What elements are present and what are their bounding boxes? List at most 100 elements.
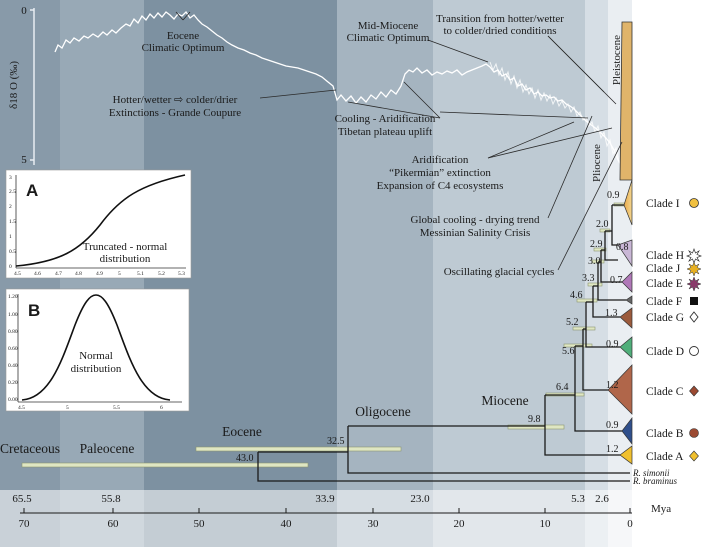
clade-label-D: Clade D	[646, 346, 684, 358]
time-tick: 40	[281, 518, 293, 530]
epoch-oligocene: Oligocene	[355, 404, 410, 419]
event-grande-2: Extinctions - Grande Coupure	[109, 107, 241, 119]
inset-b-xtick: 5	[66, 405, 69, 411]
inset-a-xtick: 4.8	[75, 271, 82, 277]
band-pliocene	[585, 0, 608, 547]
inset-a-ytick: 1	[9, 234, 12, 240]
epoch-pliocene: Pliocene	[591, 144, 603, 182]
inset-a-ytick: 2.5	[9, 189, 16, 195]
inset-a-xtick: 5	[118, 271, 121, 277]
interval-32	[195, 446, 402, 452]
event-midmiocene-1: Mid-Miocene	[358, 20, 419, 32]
clade-label-J: Clade J	[646, 263, 681, 275]
inset-a-xtick: 5.2	[158, 271, 165, 277]
boundary-age: 2.6	[595, 493, 609, 505]
event-cooling-2: Tibetan plateau uplift	[338, 126, 432, 138]
epoch-miocene: Miocene	[481, 393, 528, 408]
interval-43	[21, 462, 309, 468]
time-tick: 0	[627, 518, 633, 530]
event-eocene-2: Climatic Optimum	[142, 42, 225, 54]
triangle-clade-B	[621, 416, 633, 446]
inset-a-caption-1: Truncated - normal	[83, 241, 168, 253]
inset-a-xtick: 4.5	[14, 271, 21, 277]
clade-label-C: Clade C	[646, 386, 684, 398]
node-age: 6.4	[556, 382, 569, 393]
diamond-outline-icon	[689, 311, 699, 323]
inset-a-ytick: 3	[9, 175, 12, 181]
inset-a: A Truncated - normal distribution 3 2.5 …	[5, 169, 192, 279]
timescale-strip	[0, 490, 711, 547]
event-grande-1: Hotter/wetter ⇨ colder/drier	[113, 94, 238, 106]
clade-label-A: Clade A	[646, 451, 684, 463]
inset-b-caption-2: distribution	[71, 363, 122, 375]
isotope-axis-tick-0: 0	[21, 5, 27, 17]
node-age: 0.9	[607, 190, 620, 201]
node-age: 4.6	[570, 290, 583, 301]
inset-a-xtick: 5.1	[137, 271, 144, 277]
inset-b-ytick: 0.40	[8, 363, 18, 369]
circle-gold-icon	[689, 198, 699, 208]
inset-b-xtick: 4.5	[18, 405, 25, 411]
boundary-ages: 65.5 55.8 33.9 23.0 5.3 2.6	[12, 493, 609, 505]
square-black-icon	[690, 297, 698, 305]
boundary-age: 55.8	[101, 493, 121, 505]
interval-9-8	[507, 424, 565, 430]
node-age-labels: 43.0 32.5 9.8 6.4 5.6 5.2 4.6 3.3 3.0 2.…	[236, 190, 629, 464]
triangle-clade-I	[623, 179, 633, 226]
triangle-clade-D	[619, 336, 633, 359]
time-tick: 20	[454, 518, 466, 530]
triangle-clade-C	[607, 364, 633, 415]
node-age: 43.0	[236, 453, 254, 464]
interval-2-9	[593, 247, 607, 252]
inset-b: B Normal distribution 1.20 1.00 0.80 0.6…	[5, 288, 190, 412]
triangle-clade-F	[625, 295, 633, 305]
boundary-age: 33.9	[315, 493, 335, 505]
inset-a-caption-2: distribution	[100, 253, 151, 265]
isotope-axis-label: δ18 O (‰)	[8, 61, 20, 109]
inset-b-ytick: 1.20	[8, 294, 18, 300]
epoch-pleistocene: Pleistocene	[611, 35, 623, 85]
node-age: 2.9	[590, 239, 603, 250]
clade-icons	[686, 198, 702, 462]
triangle-clade-HJ	[617, 239, 633, 268]
event-eocene-1: Eocene	[167, 30, 199, 42]
time-tick: 30	[368, 518, 380, 530]
isotope-axis-tick-5: 5	[21, 154, 27, 166]
clade-label-E: Clade E	[646, 278, 683, 290]
band-oligocene	[337, 0, 433, 547]
time-axis-ticks: 70 60 50 40 30 20 10 0 Mya	[19, 503, 672, 530]
clade-label-G: Clade G	[646, 312, 684, 324]
truncated-normal-curve	[15, 174, 186, 267]
isotope-axis: 0 5 δ18 O (‰)	[8, 5, 35, 166]
inset-a-xtick: 4.6	[34, 271, 41, 277]
inset-b-ytick: 0.00	[8, 397, 18, 403]
inset-a-ytick: 0.5	[9, 249, 16, 255]
event-transition-2: to colder/dried conditions	[443, 25, 556, 37]
star-outline-icon	[686, 248, 702, 264]
clade-label-I: Clade I	[646, 198, 680, 210]
epoch-eocene: Eocene	[222, 424, 262, 439]
time-tick: 70	[19, 518, 31, 530]
star-purple-icon	[686, 276, 702, 292]
leader-lines	[175, 11, 623, 271]
inset-b-ytick: 1.00	[8, 312, 18, 318]
event-cooling-1: Cooling - Aridification	[335, 113, 436, 125]
phylogenetic-tree	[257, 204, 630, 482]
time-axis	[20, 508, 632, 514]
time-tick: 10	[540, 518, 552, 530]
circle-brown-icon	[689, 428, 699, 438]
inset-a-ytick: 2	[9, 204, 12, 210]
node-age: 3.3	[582, 273, 595, 284]
node-age: 0.7	[610, 275, 623, 286]
node-age: 0.9	[606, 339, 619, 350]
inset-b-xtick: 5.5	[113, 405, 120, 411]
clade-triangles	[607, 179, 633, 465]
inset-a-ytick: 1.5	[9, 219, 16, 225]
node-age: 0.9	[606, 420, 619, 431]
node-age: 2.0	[596, 219, 609, 230]
inset-b-ytick: 0.60	[8, 346, 18, 352]
band-miocene	[433, 0, 585, 547]
clade-label-F: Clade F	[646, 296, 682, 308]
normal-curve	[21, 294, 171, 401]
